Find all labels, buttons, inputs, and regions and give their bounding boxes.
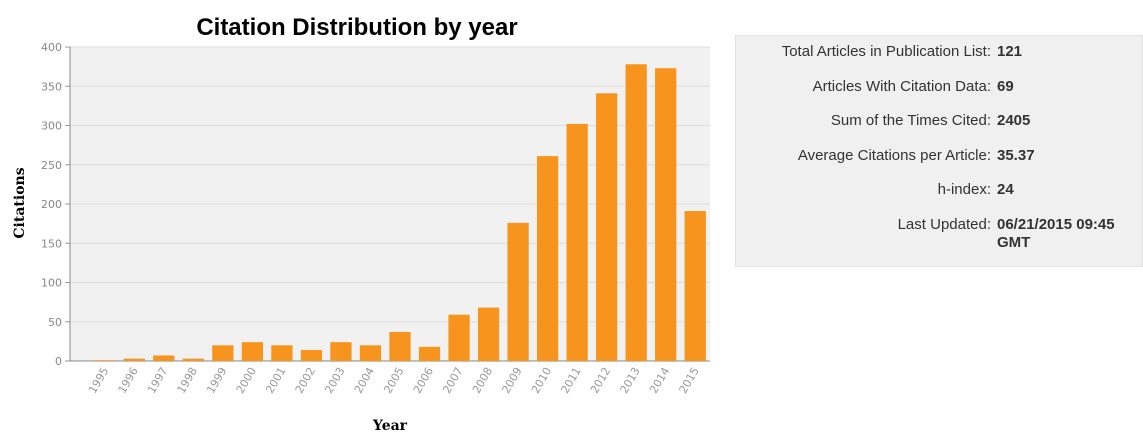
stat-label: Last Updated:: [897, 215, 991, 233]
stat-value: 69: [997, 77, 1014, 95]
x-tick-label: 2006: [411, 365, 436, 396]
bar-1997: [153, 355, 175, 361]
stat-value: 121: [997, 43, 1023, 60]
bar-2005: [389, 331, 411, 361]
stat-label: Articles With Citation Data:: [812, 77, 991, 95]
bar-1995: [94, 360, 116, 361]
bar-2000: [241, 342, 264, 361]
chart-title: Citation Distribution by year: [196, 14, 517, 41]
bar-2007: [448, 314, 470, 361]
y-tick-label: 200: [41, 198, 62, 211]
bar-2015: [684, 211, 706, 361]
bar-2001: [271, 345, 293, 361]
x-tick-label: 2000: [234, 365, 259, 396]
x-tick-label: 2008: [470, 365, 495, 396]
x-tick-label: 2012: [588, 365, 613, 396]
x-axis-label: Year: [372, 418, 408, 434]
bar-2002: [300, 350, 323, 361]
chart-canvas: Citation Distribution by year Citations …: [12, 14, 710, 434]
x-tick-label: 2011: [558, 365, 583, 396]
stat-row-h-index: h-index: 24: [736, 181, 1142, 216]
bar-1999: [212, 345, 234, 361]
bar-1998: [182, 358, 204, 361]
y-axis-label: Citations: [12, 167, 28, 238]
stat-row-last-updated: Last Updated: 06/21/2015 09:45 GMT: [736, 216, 1142, 251]
stat-label: Sum of the Times Cited:: [830, 112, 991, 129]
x-tick-label: 2002: [293, 365, 318, 396]
stat-value: 06/21/2015 09:45 GMT: [997, 215, 1115, 251]
stat-label: h-index:: [937, 181, 991, 198]
x-tick-label: 1998: [175, 365, 200, 396]
y-tick-label: 150: [41, 237, 62, 250]
stat-value: 35.37: [997, 146, 1035, 164]
bar-1996: [123, 358, 145, 361]
x-tick-label: 2007: [440, 365, 465, 396]
bar-2009: [507, 222, 529, 361]
x-tick-label: 2015: [677, 365, 702, 396]
stat-row-sum-times-cited: Sum of the Times Cited: 2405: [736, 112, 1142, 147]
bar-2003: [330, 342, 352, 361]
x-tick-label: 2005: [381, 365, 406, 396]
bar-2010: [536, 156, 559, 361]
stat-row-average-citations: Average Citations per Article: 35.37: [736, 147, 1142, 182]
y-tick-label: 300: [41, 120, 62, 133]
x-tick-label: 2001: [263, 365, 288, 396]
x-tick-label: 1996: [116, 365, 141, 396]
x-tick-label: 1999: [204, 365, 229, 396]
y-tick-label: 100: [41, 277, 62, 290]
y-tick-label: 250: [41, 159, 62, 172]
bar-2013: [625, 64, 647, 362]
stat-value: 2405: [997, 112, 1031, 129]
y-tick-label: 350: [41, 80, 62, 93]
bar-2006: [418, 346, 441, 361]
citation-stats-panel: Total Articles in Publication List: 121 …: [735, 35, 1143, 267]
bar-2012: [596, 93, 618, 361]
x-tick-label: 2014: [647, 365, 672, 396]
x-tick-label: 1997: [145, 365, 170, 396]
stat-row-total-articles: Total Articles in Publication List: 121: [736, 43, 1142, 78]
y-tick-label: 400: [41, 41, 62, 54]
x-tick-label: 2009: [499, 365, 524, 396]
bar-2008: [477, 307, 500, 361]
stat-label: Average Citations per Article:: [797, 146, 991, 164]
x-tick-label: 2013: [618, 365, 643, 396]
bar-2004: [359, 345, 382, 361]
y-tick-label: 0: [55, 355, 62, 368]
x-tick-label: 2004: [352, 365, 377, 396]
citation-chart: Citation Distribution by year Citations …: [12, 14, 710, 434]
x-tick-label: 2003: [322, 365, 347, 396]
bar-2014: [655, 68, 677, 361]
x-tick-label: 2010: [529, 365, 554, 396]
bar-2011: [566, 123, 588, 362]
plot-area: 0 50 100 150 200 250 300 350 400 1995 1996 1997 1998…: [41, 41, 710, 396]
stat-value: 24: [997, 181, 1014, 198]
y-tick-label: 50: [48, 316, 62, 329]
stat-row-articles-with-data: Articles With Citation Data: 69: [736, 78, 1142, 113]
x-tick-label: 1995: [86, 365, 111, 396]
stat-label: Total Articles in Publication List:: [781, 43, 991, 60]
